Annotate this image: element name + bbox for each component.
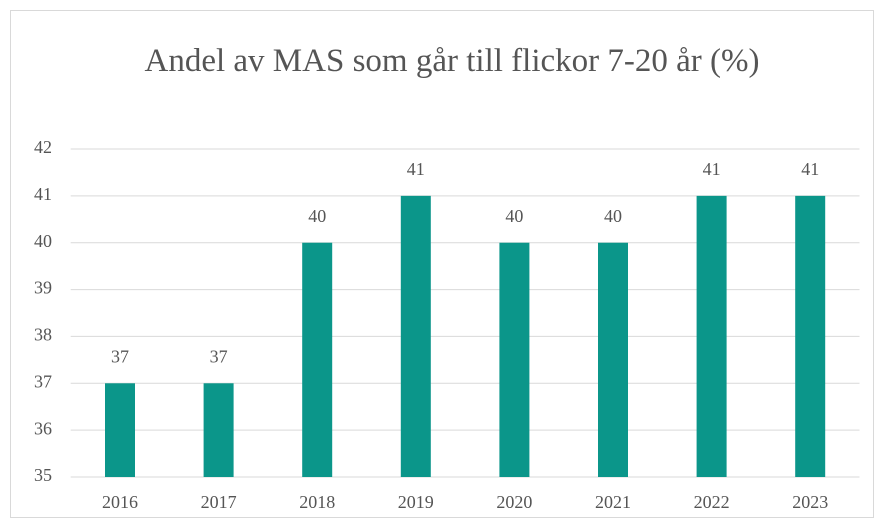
bar (105, 383, 135, 477)
bar (203, 383, 234, 477)
y-tick-label: 42 (34, 137, 52, 157)
data-label: 37 (210, 346, 228, 366)
bar (400, 195, 431, 477)
y-tick-label: 35 (34, 465, 52, 485)
x-tick-label: 2018 (299, 492, 335, 512)
y-tick-label: 37 (34, 371, 52, 391)
x-tick-label: 2017 (201, 492, 237, 512)
data-label: 40 (604, 206, 622, 226)
x-tick-label: 2016 (102, 492, 138, 512)
bar (795, 195, 826, 477)
x-tick-label: 2020 (496, 492, 532, 512)
y-tick-label: 36 (34, 418, 52, 438)
chart-border (10, 10, 874, 518)
data-label: 40 (308, 206, 326, 226)
data-label: 41 (801, 159, 819, 179)
bar (499, 242, 530, 477)
x-tick-label: 2023 (792, 492, 828, 512)
bar (598, 242, 628, 477)
data-label: 37 (111, 346, 129, 366)
bar (302, 242, 333, 477)
y-tick-label: 41 (34, 184, 52, 204)
x-tick-label: 2019 (398, 492, 434, 512)
data-label: 40 (505, 206, 523, 226)
data-label: 41 (703, 159, 721, 179)
y-tick-label: 40 (34, 231, 52, 251)
x-tick-label: 2022 (694, 492, 730, 512)
bar (696, 195, 727, 477)
y-tick-label: 39 (34, 278, 52, 298)
chart-title: Andel av MAS som går till flickor 7-20 å… (144, 43, 760, 79)
y-tick-label: 38 (34, 325, 52, 345)
data-label: 41 (407, 159, 425, 179)
x-tick-label: 2021 (595, 492, 631, 512)
